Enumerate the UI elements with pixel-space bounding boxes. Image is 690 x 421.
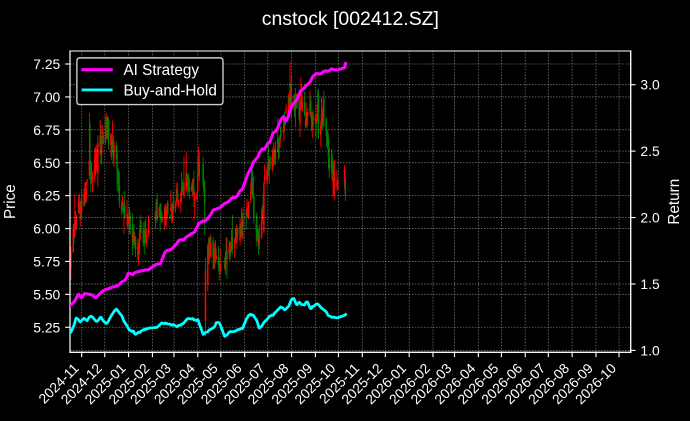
svg-text:7.25: 7.25 bbox=[33, 56, 60, 72]
svg-text:cnstock [002412.SZ]: cnstock [002412.SZ] bbox=[262, 8, 439, 30]
svg-text:5.50: 5.50 bbox=[33, 286, 60, 302]
svg-text:6.00: 6.00 bbox=[33, 221, 60, 237]
svg-text:3.0: 3.0 bbox=[640, 77, 660, 93]
svg-text:5.25: 5.25 bbox=[33, 319, 60, 335]
svg-text:1.5: 1.5 bbox=[640, 276, 660, 292]
svg-text:6.25: 6.25 bbox=[33, 188, 60, 204]
svg-text:6.50: 6.50 bbox=[33, 155, 60, 171]
svg-text:5.75: 5.75 bbox=[33, 253, 60, 269]
svg-text:1.0: 1.0 bbox=[640, 342, 660, 358]
svg-text:AI Strategy: AI Strategy bbox=[123, 62, 199, 79]
svg-text:Buy-and-Hold: Buy-and-Hold bbox=[123, 82, 216, 99]
svg-text:Return: Return bbox=[666, 179, 683, 225]
svg-text:Price: Price bbox=[2, 184, 19, 219]
svg-text:2.5: 2.5 bbox=[640, 143, 660, 159]
svg-text:7.00: 7.00 bbox=[33, 89, 60, 105]
svg-text:2.0: 2.0 bbox=[640, 210, 660, 226]
svg-text:6.75: 6.75 bbox=[33, 122, 60, 138]
